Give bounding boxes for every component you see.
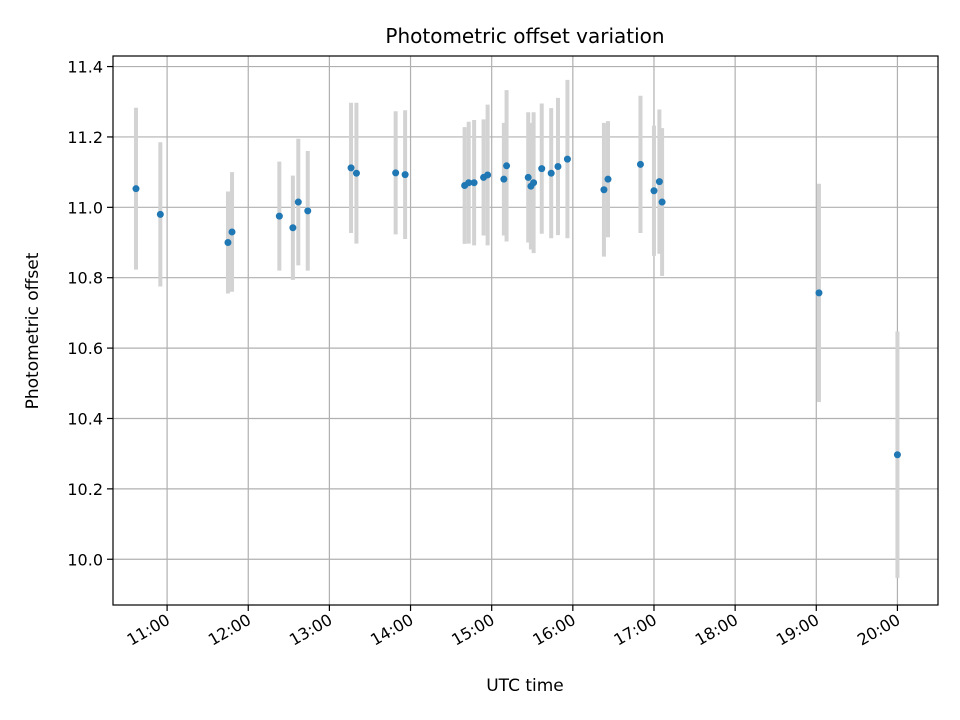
data-point — [600, 186, 608, 194]
data-point — [524, 173, 532, 181]
plot-area-frame — [112, 55, 939, 606]
data-point — [503, 162, 511, 170]
data-point — [636, 160, 644, 168]
data-point — [275, 212, 283, 220]
y-tick-label: 11.4 — [67, 58, 103, 77]
data-point — [132, 185, 140, 193]
data-point — [484, 171, 492, 179]
data-point — [554, 163, 562, 171]
y-tick-label: 10.8 — [67, 269, 103, 288]
chart-title: Photometric offset variation — [385, 24, 664, 48]
y-tick-label: 10.2 — [67, 480, 103, 499]
data-point — [347, 164, 355, 172]
data-point — [289, 224, 297, 232]
point-layer — [132, 155, 901, 459]
data-point — [655, 178, 663, 186]
data-point — [224, 239, 232, 247]
data-point — [547, 169, 555, 177]
data-point — [465, 179, 473, 187]
data-point — [530, 179, 538, 187]
data-point — [392, 169, 400, 177]
data-point — [401, 171, 409, 179]
data-point — [604, 175, 612, 183]
data-point — [294, 198, 302, 206]
y-axis: 10.0 10.2 10.4 10.6 10.8 11.0 11.2 11.4 — [67, 58, 113, 569]
y-tick-label: 11.2 — [67, 128, 103, 147]
y-axis-title: Photometric offset — [23, 252, 43, 409]
y-tick-label: 11.0 — [67, 198, 103, 217]
data-point — [500, 175, 508, 183]
data-point — [815, 289, 823, 297]
data-point — [658, 198, 666, 206]
data-point — [538, 165, 546, 173]
data-point — [304, 207, 312, 215]
data-point — [893, 451, 901, 459]
data-point — [470, 179, 478, 187]
data-point — [228, 228, 236, 236]
y-tick-label: 10.0 — [67, 550, 103, 569]
data-point — [563, 155, 571, 163]
y-tick-label: 10.4 — [67, 409, 103, 428]
data-point — [156, 210, 164, 218]
y-tick-label: 10.6 — [67, 339, 103, 358]
data-point — [352, 169, 360, 177]
x-axis-title: UTC time — [486, 676, 564, 696]
data-point — [650, 187, 658, 195]
grid-layer — [113, 56, 938, 605]
